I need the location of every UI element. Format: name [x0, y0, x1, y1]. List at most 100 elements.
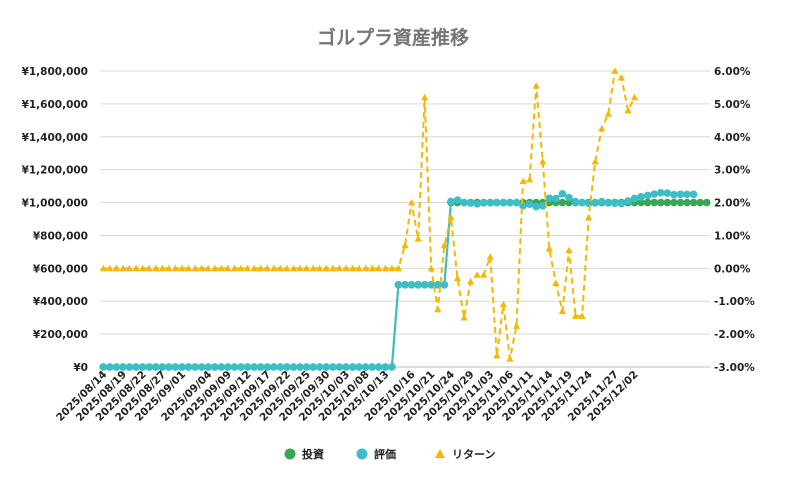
data-point	[184, 363, 193, 371]
data-point	[624, 106, 632, 114]
data-point	[637, 198, 645, 207]
data-point	[493, 351, 501, 359]
data-point	[604, 110, 612, 117]
y-right-tick-label: 4.00%	[714, 132, 751, 144]
data-point	[578, 312, 586, 319]
data-point	[670, 198, 678, 207]
data-point	[145, 264, 153, 272]
data-point	[191, 264, 199, 272]
data-point	[460, 314, 468, 321]
data-point	[611, 67, 619, 74]
data-point	[296, 363, 304, 371]
data-point	[342, 363, 350, 371]
data-point	[158, 363, 167, 371]
data-point	[230, 264, 239, 272]
data-point	[637, 193, 645, 201]
data-point	[657, 188, 665, 197]
data-point	[329, 363, 337, 371]
data-point	[597, 197, 606, 206]
data-point	[663, 198, 672, 207]
data-point	[302, 363, 311, 371]
y-right-tick-label: 0.00%	[714, 263, 751, 275]
data-point	[683, 198, 691, 207]
data-point	[125, 363, 134, 371]
data-point	[132, 264, 140, 272]
data-point	[683, 190, 691, 199]
y-right-tick-label: 6.00%	[714, 66, 751, 78]
data-point	[270, 264, 278, 272]
data-point	[506, 198, 514, 207]
data-point	[315, 363, 324, 371]
data-point	[106, 363, 114, 371]
y-right-tick-label: 1.00%	[714, 230, 751, 242]
data-point	[394, 280, 403, 289]
data-point	[237, 363, 245, 371]
data-point	[158, 264, 166, 272]
y-right-tick-label: -3.00%	[714, 362, 755, 374]
legend-label: 投資	[302, 447, 324, 461]
y-left-tick-label: ¥1,400,000	[22, 132, 88, 144]
data-point	[421, 93, 429, 101]
data-point	[335, 363, 344, 371]
data-point	[545, 194, 554, 203]
data-point	[401, 280, 409, 289]
data-point	[355, 363, 363, 371]
data-point	[526, 175, 534, 183]
data-point	[578, 198, 586, 207]
data-point	[479, 199, 488, 207]
data-point	[171, 264, 180, 272]
data-point	[447, 213, 455, 221]
data-point	[643, 198, 652, 207]
data-point	[440, 241, 448, 249]
chart-title: ゴルプラ資産推移	[317, 26, 469, 49]
data-point	[217, 363, 226, 371]
data-point	[217, 264, 225, 272]
data-point	[296, 264, 304, 272]
data-point	[263, 264, 271, 272]
data-point	[611, 199, 619, 208]
data-point	[394, 264, 403, 272]
data-point	[374, 363, 383, 371]
data-point	[493, 198, 501, 207]
data-point	[303, 264, 311, 272]
data-point	[289, 264, 298, 272]
data-point	[276, 264, 284, 272]
data-point	[165, 264, 173, 272]
y-right-tick-label: 3.00%	[714, 165, 751, 177]
data-point	[178, 363, 186, 371]
data-point	[558, 307, 567, 314]
data-point	[571, 197, 580, 206]
data-point	[250, 264, 258, 272]
data-point	[499, 198, 508, 207]
data-point	[473, 200, 481, 208]
data-point	[316, 264, 324, 272]
data-point	[99, 264, 107, 272]
data-point	[558, 198, 567, 207]
data-point	[191, 363, 199, 371]
data-point	[112, 363, 121, 371]
data-point	[657, 198, 665, 207]
legend-label: リターン	[452, 448, 495, 461]
data-point	[198, 264, 206, 272]
data-point	[322, 264, 330, 272]
legend-marker	[435, 449, 445, 458]
y-right-tick-label: -1.00%	[714, 296, 755, 308]
y-left-tick-label: ¥200,000	[33, 329, 88, 341]
data-point	[676, 198, 685, 207]
data-point	[512, 198, 521, 207]
data-point	[414, 235, 422, 242]
legend-label: 評価	[374, 447, 396, 461]
data-point	[427, 264, 435, 272]
data-point	[650, 190, 659, 198]
data-point	[453, 196, 462, 204]
data-point	[243, 363, 252, 371]
data-point	[512, 322, 521, 329]
series-line	[103, 68, 636, 359]
data-point	[604, 199, 613, 207]
data-point	[138, 363, 147, 371]
data-point	[283, 363, 291, 371]
data-point	[362, 264, 370, 272]
data-point	[453, 274, 462, 282]
data-point	[676, 190, 685, 199]
y-left-tick-label: ¥600,000	[33, 263, 88, 275]
